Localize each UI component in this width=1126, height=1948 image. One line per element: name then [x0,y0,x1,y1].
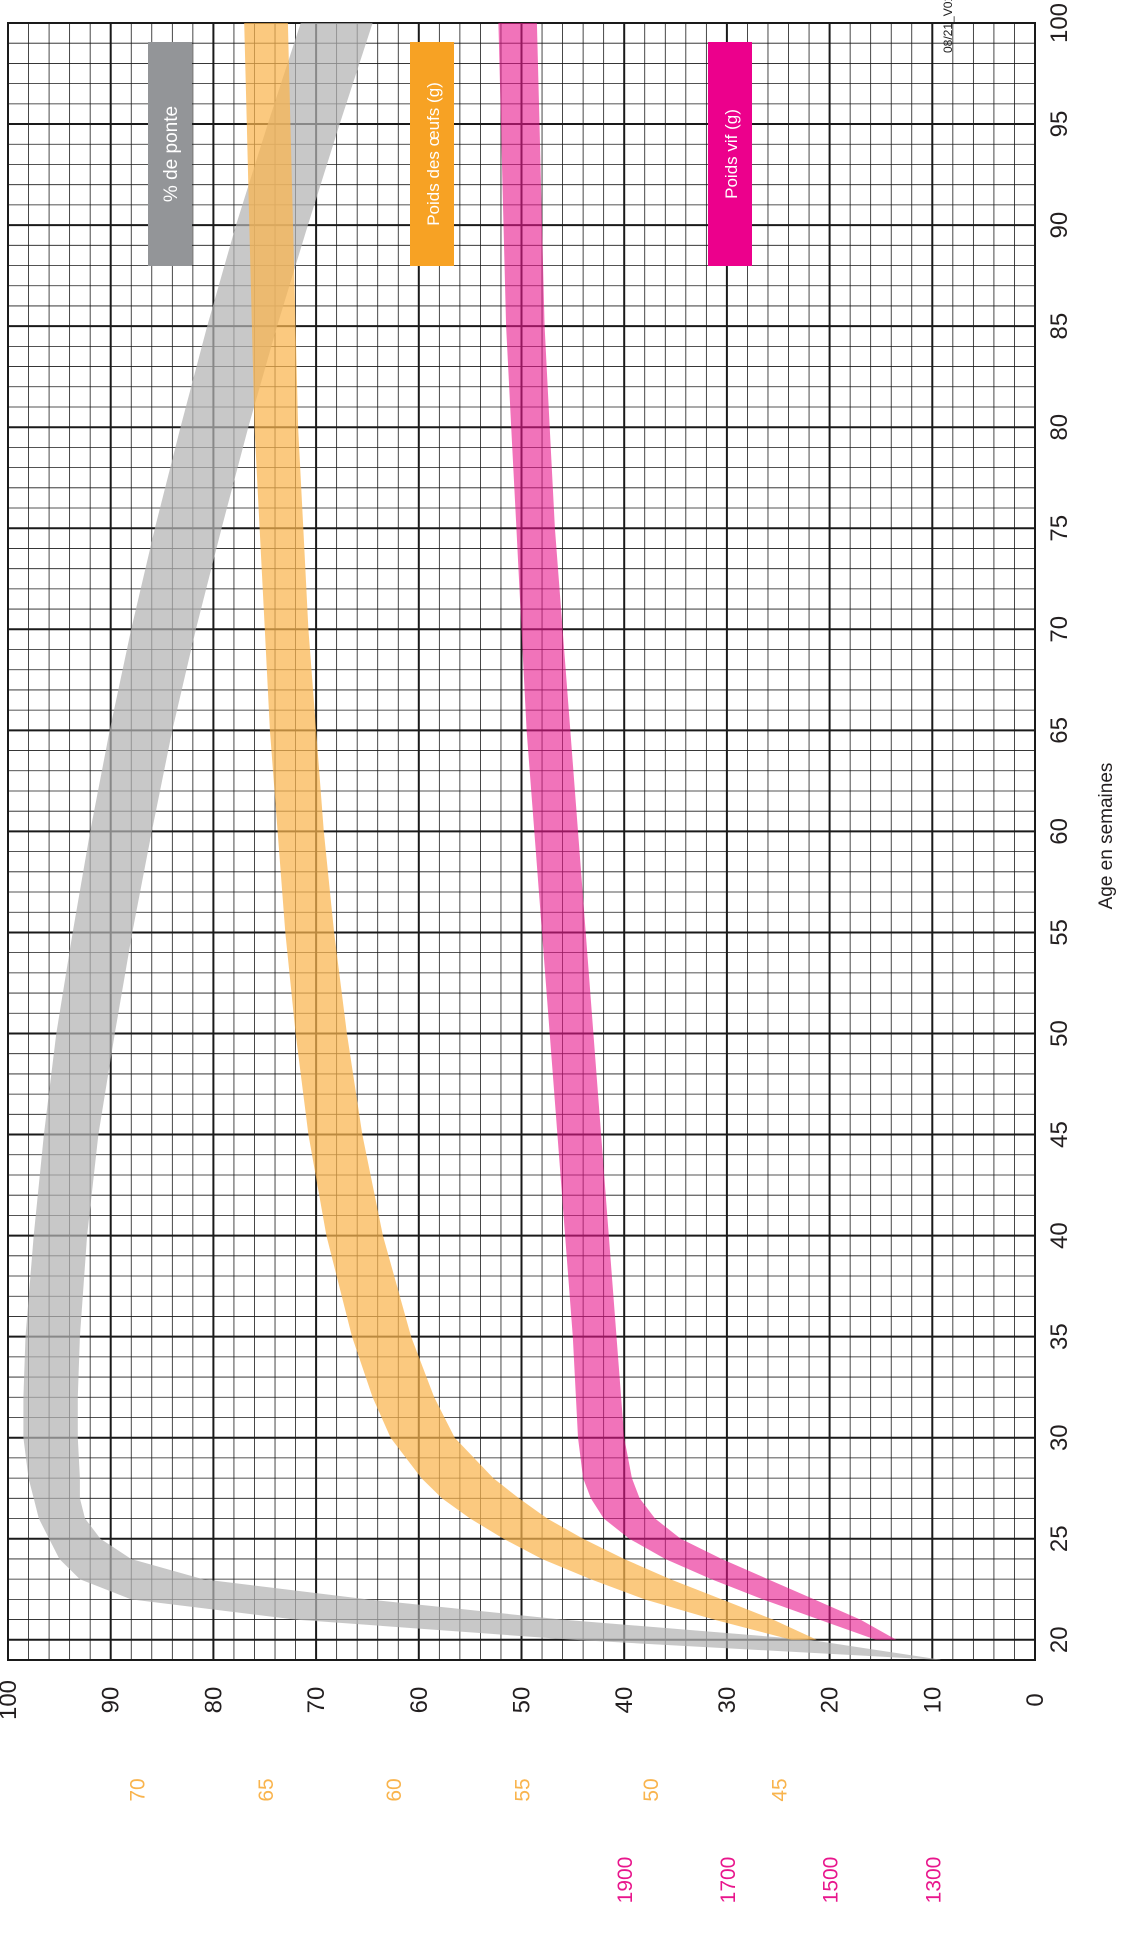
x-tick-label: 50 [1046,1020,1073,1047]
y-tick-label-egg-weight: 55 [512,1778,535,1801]
x-tick-label: 90 [1046,212,1073,239]
legend-label-body: Poids vif (g) [708,42,752,266]
y-tick-label-laying-pct: 0 [1022,1693,1049,1706]
y-tick-label-body-weight: 1900 [614,1857,637,1904]
x-tick-label: 60 [1046,818,1073,845]
band-body-weight [498,23,897,1640]
x-tick-label: 30 [1046,1424,1073,1451]
legend-text-laying: % de ponte [161,106,182,202]
y-tick-label-body-weight: 1300 [922,1857,945,1904]
x-tick-label: 95 [1046,111,1073,138]
document-code-text: 08/21_V01-21 [941,0,955,53]
x-tick-label: 25 [1046,1525,1073,1552]
y-tick-label-laying-pct: 40 [611,1687,638,1714]
y-tick-label-laying-pct: 70 [303,1687,330,1714]
legend-text-egg: Poids des œufs (g) [424,82,443,226]
y-tick-label-body-weight: 1500 [820,1857,843,1904]
x-axis-ticks: 20 25 30 35 40 45 50 55 60 65 70 75 80 85 90 95 100 [1046,3,1073,1653]
y-axis-ticks: 0 10 20 30 40 50 60 70 80 90 100 45 50 55 60 65 70 1300 15… [0,1680,1049,1903]
x-tick-label: 20 [1046,1626,1073,1653]
y-tick-label-egg-weight: 70 [126,1778,149,1801]
y-tick-label-laying-pct: 90 [98,1687,125,1714]
x-tick-label: 85 [1046,313,1073,340]
document-code: 08/21_V01-21 [935,0,961,53]
x-tick-label: 55 [1046,919,1073,946]
x-tick-label: 65 [1046,717,1073,744]
y-tick-label-laying-pct: 100 [0,1680,22,1720]
legend-label-laying: % de ponte [148,42,192,266]
x-tick-label: 75 [1046,515,1073,542]
y-tick-label-egg-weight: 65 [255,1778,278,1801]
y-tick-label-egg-weight: 60 [383,1778,406,1801]
y-tick-label-laying-pct: 50 [509,1687,536,1714]
band-laying [23,23,943,1660]
y-tick-label-laying-pct: 30 [714,1687,741,1714]
y-tick-label-egg-weight: 45 [768,1778,791,1801]
y-tick-label-laying-pct: 60 [406,1687,433,1714]
legend-label-egg: Poids des œufs (g) [410,42,454,266]
y-tick-label-laying-pct: 20 [817,1687,844,1714]
x-tick-label: 45 [1046,1121,1073,1148]
y-tick-label-egg-weight: 50 [640,1778,663,1801]
x-tick-label: 80 [1046,414,1073,441]
x-tick-label: 100 [1046,3,1073,43]
y-tick-label-laying-pct: 10 [919,1687,946,1714]
legend-text-body: Poids vif (g) [722,109,741,199]
x-axis-title: Age en semaines [1096,763,1117,910]
x-tick-label: 35 [1046,1323,1073,1350]
y-tick-label-laying-pct: 80 [200,1687,227,1714]
y-tick-label-body-weight: 1700 [717,1857,740,1904]
x-tick-label: 70 [1046,616,1073,643]
data-bands [23,23,943,1660]
x-tick-label: 40 [1046,1222,1073,1249]
